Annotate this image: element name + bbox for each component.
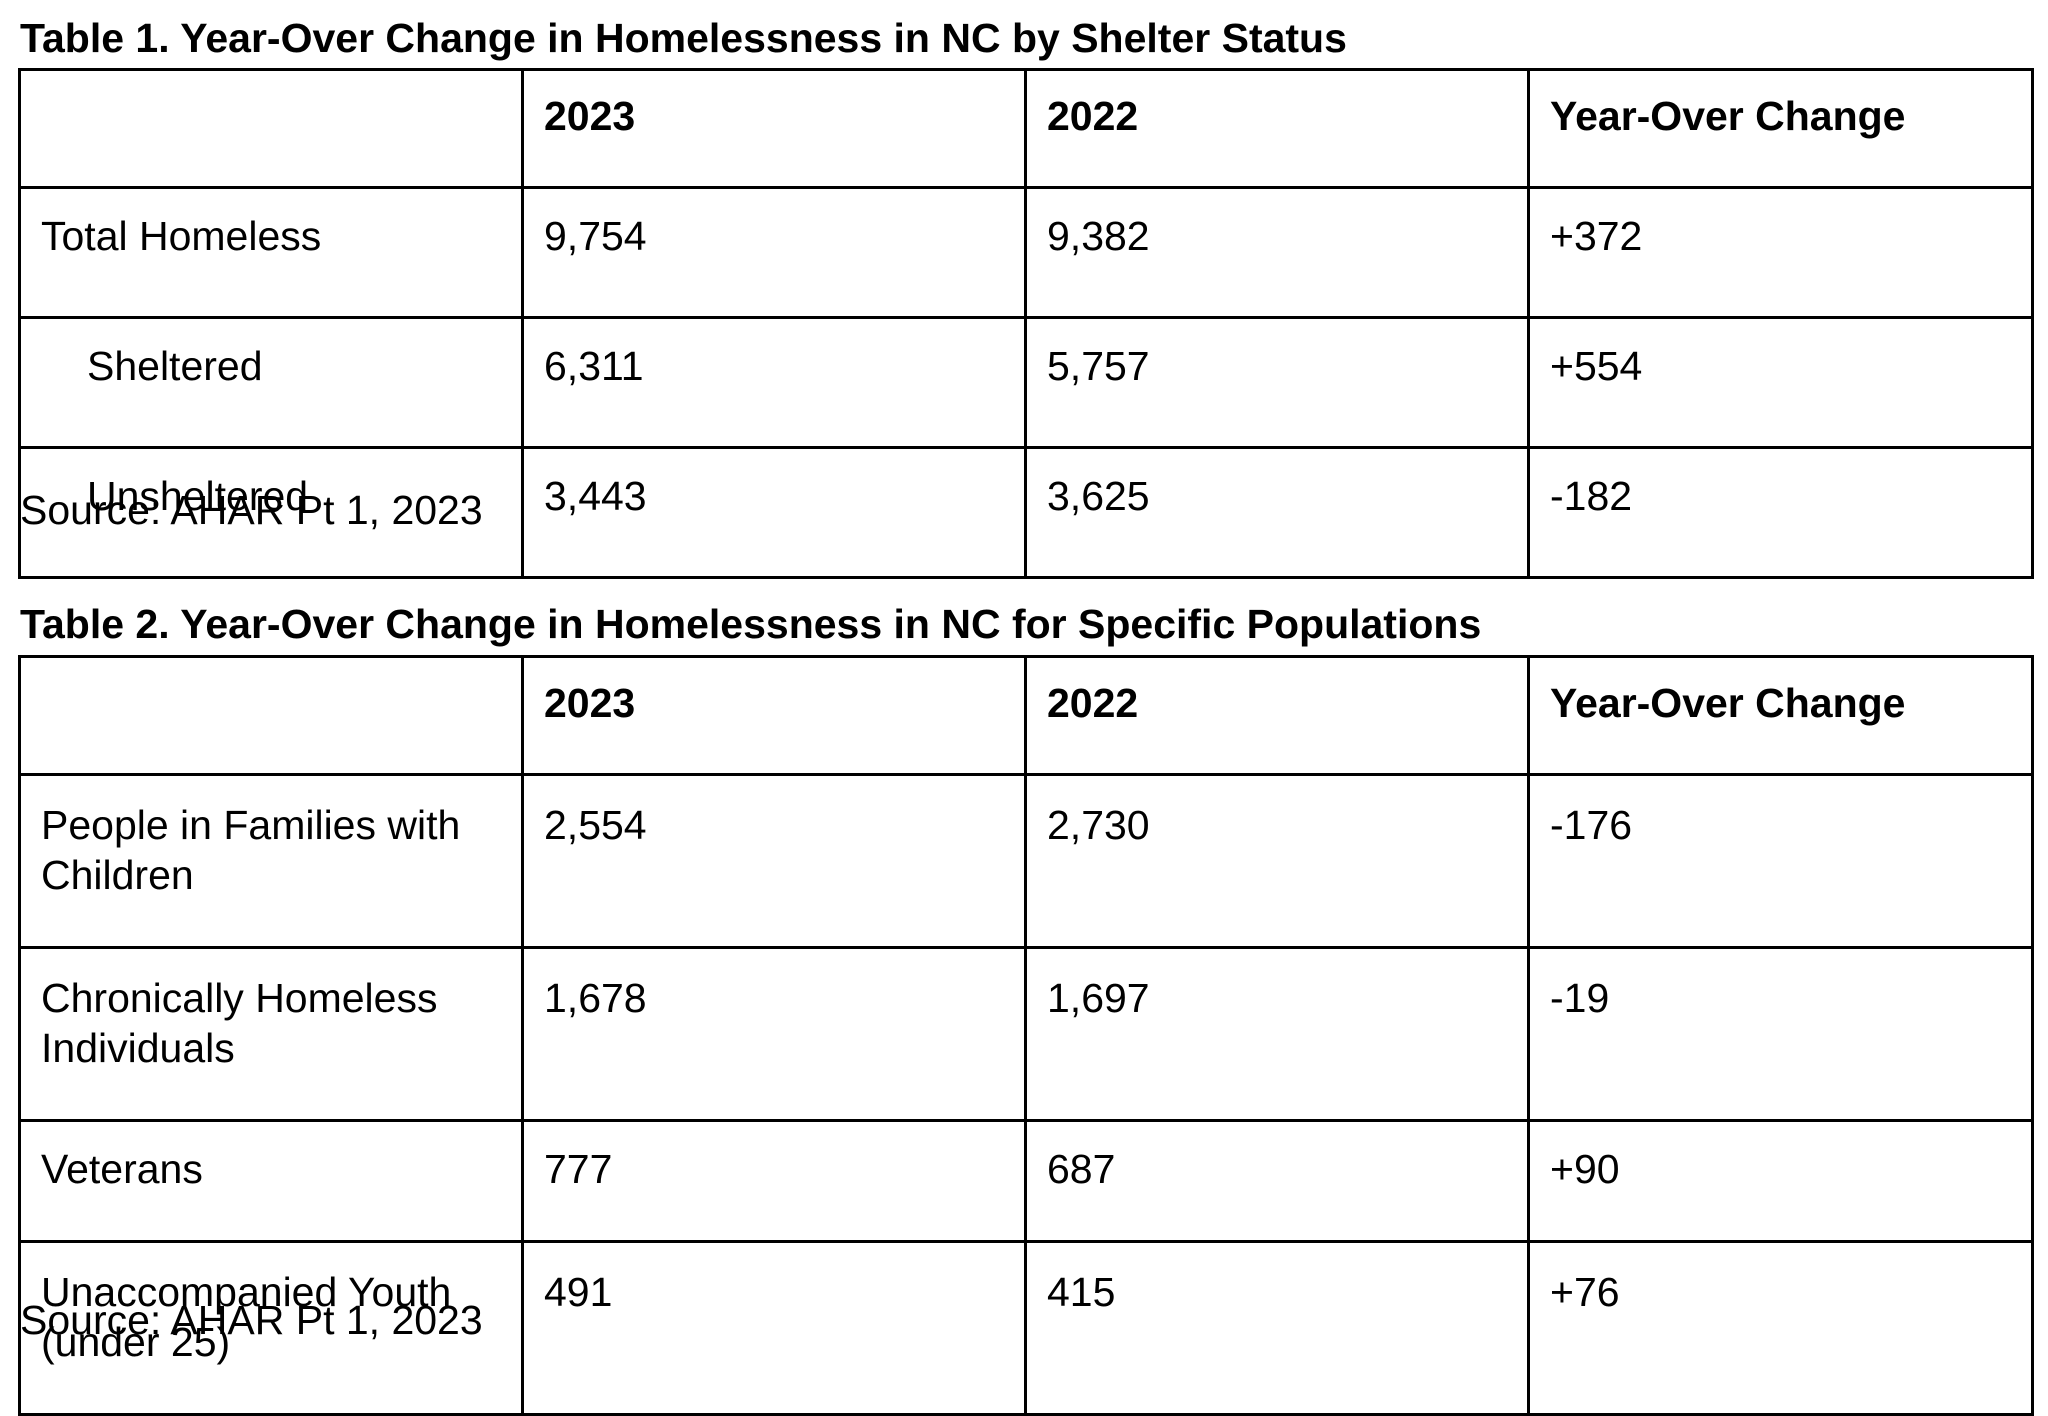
value-2023: 3,443 <box>521 446 1027 579</box>
table2-header-change: Year-Over Change <box>1527 655 2034 776</box>
row-label-cell: Unsheltered <box>18 446 524 579</box>
value-2022: 9,382 <box>1024 186 1530 319</box>
table1-header-change: Year-Over Change <box>1527 68 2034 189</box>
table-row: Chronically Homeless Individuals 1,678 1… <box>18 946 2034 1122</box>
value-2023: 9,754 <box>521 186 1027 319</box>
table-row: Sheltered 6,311 5,757 +554 <box>18 316 2034 449</box>
row-label: Chronically Homeless Individuals <box>18 946 524 1122</box>
row-label-cell: Sheltered <box>18 316 524 449</box>
table2-header-2022: 2022 <box>1024 655 1530 776</box>
table-row: Unsheltered 3,443 3,625 -182 <box>18 446 2034 579</box>
value-2022: 1,697 <box>1024 946 1530 1122</box>
value-change: -176 <box>1527 773 2034 949</box>
value-2022: 5,757 <box>1024 316 1530 449</box>
document-page: Table 1. Year-Over Change in Homelessnes… <box>18 15 2034 1416</box>
value-2023: 491 <box>521 1240 1027 1416</box>
value-2022: 415 <box>1024 1240 1530 1416</box>
row-label: People in Families with Children <box>18 773 524 949</box>
value-2022: 2,730 <box>1024 773 1530 949</box>
value-change: -182 <box>1527 446 2034 579</box>
row-label: Unsheltered <box>87 473 309 519</box>
table1-header-2022: 2022 <box>1024 68 1530 189</box>
value-2022: 3,625 <box>1024 446 1530 579</box>
table1-header-2023: 2023 <box>521 68 1027 189</box>
table1-source: Source: AHAR Pt 1, 2023 <box>20 487 483 533</box>
table-row: Total Homeless 9,754 9,382 +372 <box>18 186 2034 319</box>
table2-header-blank <box>18 655 524 776</box>
value-change: +90 <box>1527 1119 2034 1243</box>
table2-header-row: 2023 2022 Year-Over Change <box>18 655 2034 776</box>
value-change: +76 <box>1527 1240 2034 1416</box>
value-2023: 2,554 <box>521 773 1027 949</box>
table1-title: Table 1. Year-Over Change in Homelessnes… <box>20 15 1347 61</box>
row-label: Total Homeless <box>18 186 524 319</box>
value-2022: 687 <box>1024 1119 1530 1243</box>
table2-title: Table 2. Year-Over Change in Homelessnes… <box>20 601 1482 647</box>
table1-header-blank <box>18 68 524 189</box>
table1-header-row: 2023 2022 Year-Over Change <box>18 68 2034 189</box>
row-label: Sheltered <box>87 343 263 389</box>
table-row: People in Families with Children 2,554 2… <box>18 773 2034 949</box>
table-row: Veterans 777 687 +90 <box>18 1119 2034 1243</box>
value-change: -19 <box>1527 946 2034 1122</box>
row-label: Veterans <box>18 1119 524 1243</box>
value-change: +372 <box>1527 186 2034 319</box>
value-2023: 777 <box>521 1119 1027 1243</box>
value-2023: 6,311 <box>521 316 1027 449</box>
table2-header-2023: 2023 <box>521 655 1027 776</box>
table2-source: Source: AHAR Pt 1, 2023 <box>20 1297 483 1343</box>
table1-shelter-status: 2023 2022 Year-Over Change Total Homeles… <box>18 68 2034 579</box>
value-2023: 1,678 <box>521 946 1027 1122</box>
value-change: +554 <box>1527 316 2034 449</box>
